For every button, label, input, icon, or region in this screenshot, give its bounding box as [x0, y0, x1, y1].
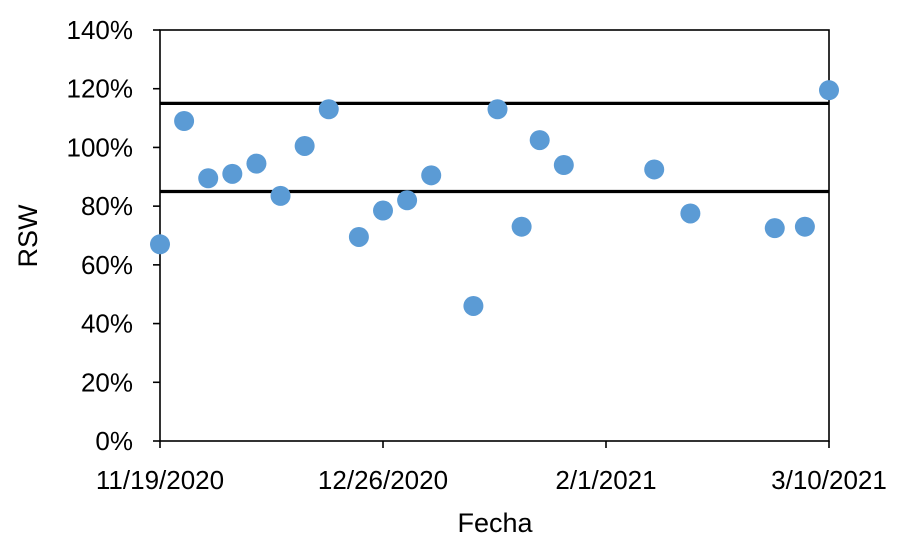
data-point: [270, 185, 291, 206]
data-point: [421, 165, 442, 186]
plot-border: [159, 29, 830, 442]
data-point: [246, 153, 267, 174]
data-point: [373, 200, 393, 221]
y-tick-label: 120%: [67, 74, 134, 104]
y-tick-label: 140%: [67, 15, 134, 45]
data-point: [794, 216, 815, 237]
data-point: [553, 155, 574, 176]
x-tick-label: 3/10/2021: [771, 465, 887, 495]
data-point: [463, 295, 484, 316]
data-point: [487, 99, 508, 120]
x-axis-title: Fecha: [457, 508, 533, 536]
y-tick-label: 0%: [95, 426, 133, 456]
data-point: [198, 168, 219, 189]
data-point: [529, 130, 550, 151]
x-tick-label: 11/19/2020: [96, 465, 224, 495]
x-axis-ticks: 11/19/2020 12/26/2020 2/1/2021 3/10/2021: [96, 441, 887, 495]
y-tick-label: 20%: [81, 367, 133, 397]
data-point: [348, 226, 369, 247]
x-tick-label: 12/26/2020: [318, 465, 448, 495]
data-point: [294, 135, 315, 156]
data-point: [318, 99, 339, 120]
y-axis-title: RSW: [13, 204, 43, 268]
data-point: [764, 218, 785, 239]
data-point: [644, 159, 665, 180]
data-point: [397, 190, 418, 211]
y-tick-label: 80%: [81, 191, 133, 221]
y-tick-label: 40%: [81, 309, 133, 339]
y-axis-ticks: 0% 20% 40% 60% 80% 100% 120% 140%: [67, 15, 160, 456]
data-points: [150, 80, 839, 316]
data-point: [511, 216, 532, 237]
y-tick-label: 60%: [81, 250, 133, 280]
plot-area: [159, 29, 830, 442]
data-point: [819, 80, 839, 101]
data-point: [174, 111, 195, 132]
data-point: [680, 203, 701, 224]
x-tick-label: 2/1/2021: [555, 465, 656, 495]
y-tick-label: 100%: [67, 132, 134, 162]
data-point: [222, 163, 243, 184]
data-point: [150, 234, 170, 255]
